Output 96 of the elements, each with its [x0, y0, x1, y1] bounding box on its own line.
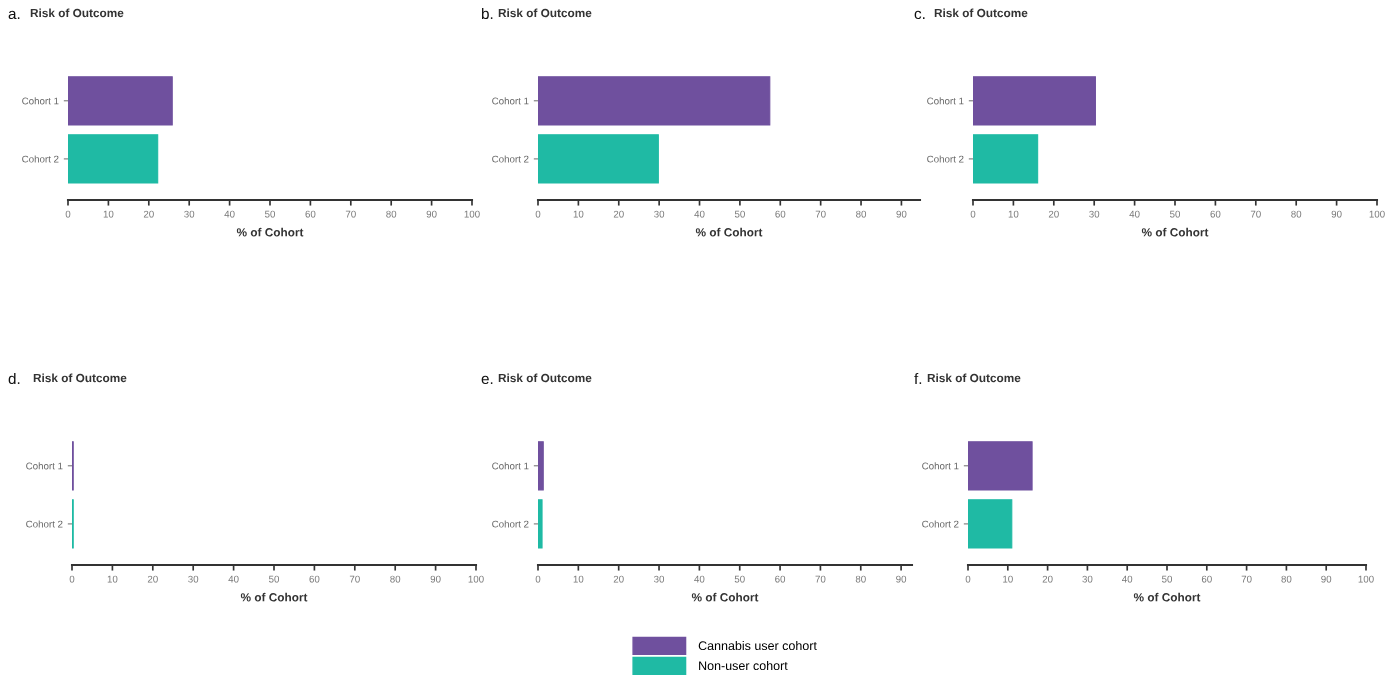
x-tick-label: 40: [694, 575, 705, 583]
x-tick-label: 10: [1008, 210, 1019, 218]
chart-title: Risk of Outcome: [498, 8, 592, 18]
x-tick-label: 0: [69, 575, 75, 583]
x-tick-label: 0: [535, 210, 541, 218]
text: c.: [914, 10, 925, 20]
x-tick-label: 70: [349, 575, 360, 583]
x-tick-label: 70: [1241, 575, 1252, 583]
y-tick-label: Cohort 1: [492, 462, 529, 470]
x-tick-label: 20: [1048, 210, 1059, 218]
chart-title: Risk of Outcome: [30, 8, 124, 18]
x-tick-label: 20: [147, 575, 158, 583]
x-tick-label: 80: [386, 210, 397, 218]
x-tick-label: 100: [464, 210, 480, 218]
x-tick-label: 10: [573, 575, 584, 583]
x-tick-label: 30: [654, 210, 665, 218]
x-tick-label: 30: [1089, 210, 1100, 218]
x-axis-title: % of Cohort: [240, 592, 308, 602]
chart-title: Risk of Outcome: [498, 373, 592, 383]
x-tick-label: 30: [1082, 575, 1093, 583]
x-tick-label: 70: [815, 210, 826, 218]
y-tick-label: Cohort 2: [22, 155, 59, 163]
x-tick-label: 80: [855, 575, 866, 583]
x-tick-label: 70: [345, 210, 356, 218]
x-tick-label: 90: [430, 575, 441, 583]
x-tick-label: 70: [1250, 210, 1261, 218]
x-tick-label: 80: [856, 210, 867, 218]
x-tick-label: 50: [264, 210, 276, 218]
x-tick-label: 20: [613, 210, 624, 218]
x-tick-label: 90: [896, 575, 907, 583]
x-tick-label: 60: [305, 210, 316, 218]
x-tick-label: 60: [1201, 575, 1212, 583]
x-axis-title: % of Cohort: [691, 592, 759, 602]
y-tick-label: Cohort 1: [26, 462, 63, 470]
x-tick-label: 100: [468, 575, 484, 583]
x-tick-label: 0: [65, 210, 71, 218]
legend-label: Cannabis user cohort: [698, 640, 817, 651]
x-tick-label: 50: [1169, 210, 1181, 218]
chart-title: Risk of Outcome: [934, 8, 1028, 18]
x-tick-label: 60: [309, 575, 320, 583]
y-tick-label: Cohort 2: [927, 155, 964, 163]
x-tick-label: 20: [613, 575, 624, 583]
text: f.: [914, 372, 922, 384]
y-tick-label: Cohort 2: [26, 520, 63, 528]
y-tick-label: Cohort 1: [22, 97, 59, 105]
x-tick-label: 80: [1281, 575, 1292, 583]
x-tick-label: 0: [535, 575, 541, 583]
x-tick-label: 90: [896, 210, 907, 218]
x-tick-label: 20: [1042, 575, 1053, 583]
x-tick-label: 10: [573, 210, 584, 218]
x-axis-title: % of Cohort: [695, 227, 763, 237]
x-tick-label: 60: [775, 210, 786, 218]
x-axis-title: % of Cohort: [1141, 227, 1209, 237]
x-tick-label: 40: [228, 575, 239, 583]
x-tick-label: 90: [426, 210, 437, 218]
x-tick-label: 100: [1369, 210, 1385, 218]
x-tick-label: 0: [970, 210, 976, 218]
x-tick-label: 40: [1129, 210, 1140, 218]
x-tick-label: 30: [654, 575, 665, 583]
x-tick-label: 40: [694, 210, 705, 218]
x-tick-label: 0: [965, 575, 971, 583]
x-tick-label: 80: [390, 575, 401, 583]
x-tick-label: 50: [1161, 575, 1173, 583]
text: b.: [481, 7, 493, 20]
x-tick-label: 10: [107, 575, 118, 583]
text: d.: [8, 372, 20, 385]
x-tick-label: 30: [188, 575, 199, 583]
y-tick-label: Cohort 2: [922, 520, 959, 528]
x-tick-label: 100: [1358, 575, 1374, 583]
x-tick-label: 10: [1003, 575, 1013, 583]
x-tick-label: 30: [184, 210, 195, 218]
x-tick-label: 10: [103, 210, 114, 218]
y-tick-label: Cohort 1: [922, 462, 959, 470]
x-tick-label: 50: [734, 210, 745, 218]
legend-label: Non-user cohort: [699, 660, 788, 671]
text: a.: [8, 10, 20, 20]
x-axis-title: % of Cohort: [236, 227, 304, 237]
y-tick-label: Cohort 1: [927, 97, 964, 105]
x-tick-label: 80: [1291, 210, 1302, 218]
x-tick-label: 90: [1321, 575, 1332, 583]
x-tick-label: 60: [1210, 210, 1221, 218]
x-tick-label: 20: [143, 210, 154, 218]
x-tick-label: 90: [1331, 210, 1342, 218]
x-tick-label: 60: [775, 575, 786, 583]
x-axis-title: % of Cohort: [1133, 592, 1201, 602]
x-tick-label: 50: [268, 575, 280, 583]
chart-title: Risk of Outcome: [33, 373, 127, 383]
x-tick-label: 70: [815, 575, 826, 583]
chart-title: Risk of Outcome: [927, 373, 1021, 383]
y-tick-label: Cohort 2: [492, 520, 529, 528]
x-tick-label: 50: [734, 575, 745, 583]
x-tick-label: 40: [224, 210, 235, 218]
y-tick-label: Cohort 2: [492, 155, 529, 163]
text: e.: [481, 375, 493, 385]
y-tick-label: Cohort 1: [492, 97, 529, 105]
x-tick-label: 40: [1122, 575, 1133, 583]
